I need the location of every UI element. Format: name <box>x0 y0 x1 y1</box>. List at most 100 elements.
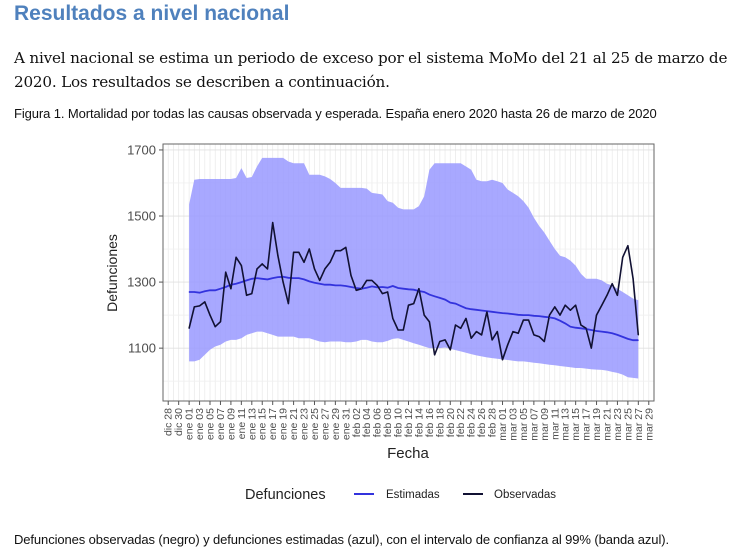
x-tick-label: ene 07 <box>215 408 227 440</box>
x-tick-label: mar 05 <box>518 408 530 441</box>
point-observadas <box>282 281 284 283</box>
x-tick-label: feb 24 <box>466 408 478 437</box>
point-observadas <box>329 261 331 263</box>
point-observadas <box>538 335 540 338</box>
y-tick-label: 1500 <box>127 209 156 224</box>
y-axis-label: Defunciones <box>104 234 120 312</box>
point-estimadas <box>455 303 457 305</box>
point-observadas <box>230 288 232 290</box>
point-observadas <box>308 248 310 250</box>
point-observadas <box>622 256 624 258</box>
point-estimadas <box>622 336 624 338</box>
point-estimadas <box>251 278 253 280</box>
point-observadas <box>454 324 457 326</box>
point-observadas <box>423 314 425 316</box>
point-observadas <box>528 319 530 321</box>
point-estimadas <box>517 314 519 316</box>
x-tick-label: ene 01 <box>184 408 196 440</box>
x-axis-label: Fecha <box>387 445 429 462</box>
point-observadas <box>512 331 514 333</box>
point-estimadas <box>219 288 221 290</box>
point-observadas <box>245 294 248 296</box>
x-tick-label: mar 17 <box>581 408 593 441</box>
point-observadas <box>575 304 577 306</box>
point-estimadas <box>543 316 545 318</box>
point-estimadas <box>486 310 488 312</box>
x-tick-label: feb 20 <box>445 408 457 437</box>
point-observadas <box>475 331 478 333</box>
point-estimadas <box>402 288 404 290</box>
point-estimadas <box>444 299 446 301</box>
point-estimadas <box>272 277 274 279</box>
point-observadas <box>240 264 242 267</box>
point-observadas <box>272 222 274 224</box>
intro-paragraph: A nivel nacional se estima un periodo de… <box>14 49 728 91</box>
point-observadas <box>313 268 316 270</box>
point-estimadas <box>627 338 629 340</box>
point-estimadas <box>387 287 389 289</box>
point-estimadas <box>475 309 477 311</box>
point-observadas <box>611 283 613 285</box>
point-estimadas <box>637 339 639 341</box>
point-observadas <box>392 317 394 320</box>
point-estimadas <box>308 280 310 282</box>
point-estimadas <box>449 302 451 304</box>
point-observadas <box>564 304 566 306</box>
legend: Defunciones Estimadas Observadas <box>245 487 556 503</box>
x-tick-label: feb 12 <box>403 408 415 437</box>
point-estimadas <box>345 285 347 287</box>
point-observadas <box>193 306 195 308</box>
point-observadas <box>559 314 561 316</box>
point-estimadas <box>413 289 415 291</box>
x-tick-label: ene 03 <box>194 408 206 440</box>
point-observadas <box>522 319 525 321</box>
point-observadas <box>428 321 430 323</box>
x-tick-label: feb 18 <box>434 408 446 437</box>
point-estimadas <box>371 285 373 287</box>
point-observadas <box>397 329 399 331</box>
y-tick-label: 1100 <box>128 341 156 356</box>
point-observadas <box>303 261 305 263</box>
point-estimadas <box>481 309 483 311</box>
x-tick-label: mar 11 <box>549 408 561 440</box>
point-estimadas <box>319 283 321 285</box>
x-tick-label: feb 28 <box>487 408 499 437</box>
point-estimadas <box>554 317 556 319</box>
point-estimadas <box>423 291 425 293</box>
point-estimadas <box>616 334 618 336</box>
x-tick-label: feb 10 <box>393 408 405 437</box>
point-estimadas <box>334 284 336 286</box>
x-tick-label: feb 22 <box>455 408 467 437</box>
point-observadas <box>460 327 462 329</box>
point-estimadas <box>528 314 530 316</box>
point-observadas <box>350 274 352 277</box>
x-tick-label: dic 28 <box>163 408 175 436</box>
point-observadas <box>387 291 389 293</box>
x-tick-label: ene 27 <box>319 408 331 440</box>
point-observadas <box>449 349 451 351</box>
point-estimadas <box>214 289 216 291</box>
point-observadas <box>298 251 300 253</box>
point-estimadas <box>240 281 242 283</box>
point-observadas <box>209 314 211 316</box>
point-estimadas <box>366 287 368 289</box>
x-tick-label: mar 13 <box>560 408 572 441</box>
x-tick-label: mar 15 <box>570 408 582 441</box>
point-estimadas <box>193 291 195 293</box>
x-tick-label: feb 02 <box>351 408 363 437</box>
point-observadas <box>334 250 336 252</box>
point-estimadas <box>350 286 352 288</box>
point-observadas <box>517 332 519 334</box>
x-tick-label: ene 19 <box>278 408 290 440</box>
point-estimadas <box>632 339 634 341</box>
point-estimadas <box>496 311 498 313</box>
point-observadas <box>371 279 373 282</box>
point-estimadas <box>512 313 514 315</box>
point-observadas <box>470 337 472 339</box>
point-observadas <box>627 245 629 247</box>
point-observadas <box>548 314 551 316</box>
point-estimadas <box>298 277 300 279</box>
point-observadas <box>465 317 467 320</box>
x-tick-label: feb 08 <box>382 408 394 437</box>
point-estimadas <box>470 308 472 310</box>
